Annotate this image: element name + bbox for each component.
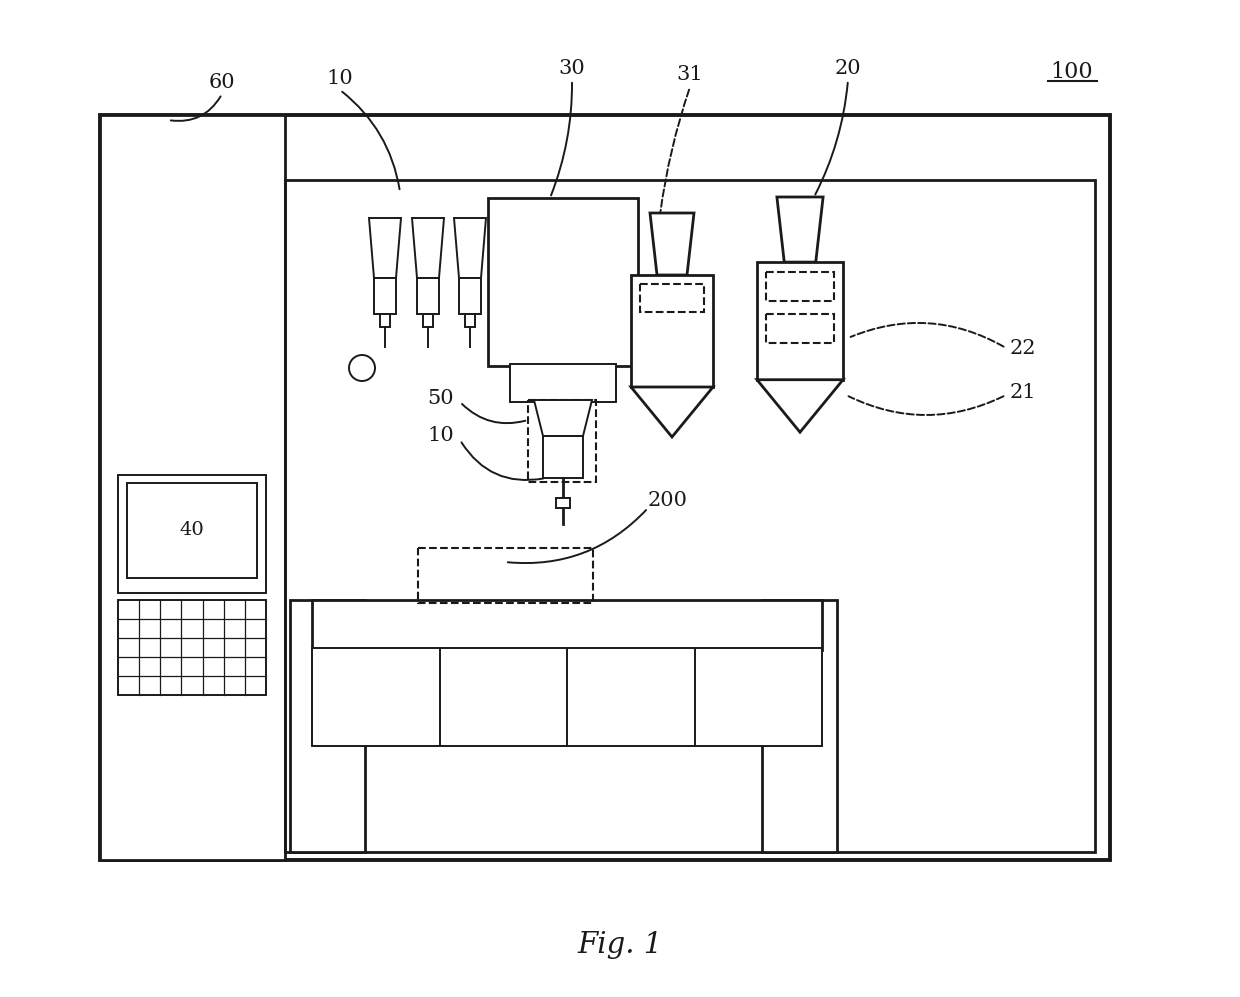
Bar — [756, 262, 843, 380]
Text: 22: 22 — [1011, 339, 1037, 358]
Bar — [379, 314, 391, 327]
Bar — [631, 275, 713, 387]
Polygon shape — [777, 197, 823, 262]
Text: 10: 10 — [428, 426, 454, 445]
Bar — [417, 278, 439, 314]
Text: 31: 31 — [677, 66, 703, 85]
Bar — [640, 284, 704, 312]
Polygon shape — [370, 218, 401, 278]
Bar — [465, 314, 475, 327]
Bar — [118, 475, 267, 593]
Text: 100: 100 — [1050, 61, 1094, 83]
Bar — [510, 364, 616, 402]
Bar — [374, 278, 396, 314]
Bar — [459, 278, 481, 314]
Bar — [418, 548, 593, 603]
Bar — [556, 498, 570, 508]
Bar — [100, 115, 285, 860]
Text: 200: 200 — [649, 491, 688, 509]
Bar — [528, 400, 596, 482]
Bar — [489, 198, 639, 366]
Polygon shape — [412, 218, 444, 278]
Bar — [543, 436, 583, 478]
Polygon shape — [650, 213, 694, 275]
Bar — [312, 600, 822, 650]
Text: 20: 20 — [835, 59, 862, 78]
Text: 10: 10 — [326, 69, 353, 88]
Text: 40: 40 — [180, 521, 205, 539]
Text: 60: 60 — [208, 73, 236, 92]
Text: 50: 50 — [428, 389, 454, 408]
Bar — [118, 600, 267, 695]
Bar — [312, 648, 822, 746]
Polygon shape — [631, 387, 713, 437]
Polygon shape — [534, 400, 591, 436]
Bar — [285, 180, 1095, 852]
Text: 30: 30 — [559, 59, 585, 78]
Bar — [126, 483, 257, 578]
Bar — [766, 313, 833, 343]
Bar — [763, 600, 837, 852]
Text: 21: 21 — [1011, 383, 1037, 402]
Bar — [766, 271, 833, 301]
Bar — [100, 115, 1110, 860]
Text: Fig. 1: Fig. 1 — [578, 931, 662, 959]
Bar — [290, 600, 365, 852]
Polygon shape — [756, 380, 843, 433]
Bar — [423, 314, 433, 327]
Polygon shape — [454, 218, 486, 278]
